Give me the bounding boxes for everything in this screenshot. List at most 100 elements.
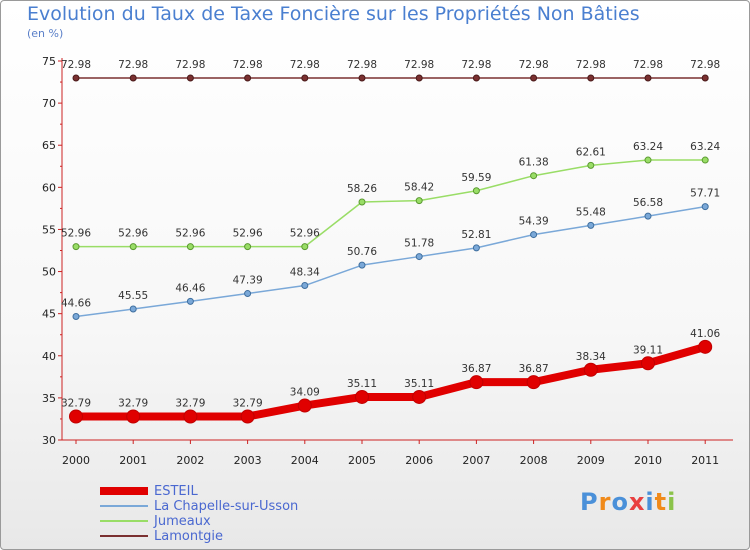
data-point-1 (129, 305, 137, 313)
data-point-2 (129, 243, 137, 251)
data-point-2 (72, 243, 80, 251)
data-point-1 (587, 221, 595, 229)
y-tick-label: 45 (42, 308, 56, 321)
data-label: 61.38 (519, 157, 549, 169)
data-point-3 (644, 74, 652, 82)
legend-label: La Chapelle-sur-Usson (154, 499, 299, 514)
data-label: 35.11 (347, 378, 377, 390)
data-label: 62.61 (576, 146, 606, 158)
data-label: 46.46 (175, 282, 205, 294)
y-tick-label: 70 (42, 97, 56, 110)
data-label: 72.98 (519, 59, 549, 71)
x-tick-label: 2005 (348, 454, 376, 467)
series-line-1 (75, 205, 706, 318)
x-tick-label: 2003 (234, 454, 262, 467)
data-point-1 (701, 203, 709, 211)
data-label: 35.11 (404, 378, 434, 390)
data-label: 41.06 (690, 328, 720, 340)
data-point-1 (301, 282, 309, 290)
legend-label: Lamontgie (154, 529, 224, 544)
data-point-2 (358, 198, 366, 206)
data-label: 32.79 (118, 398, 148, 410)
x-tick-label: 2000 (62, 454, 90, 467)
data-label: 36.87 (461, 363, 491, 375)
data-label: 34.09 (290, 387, 320, 399)
data-point-0 (526, 375, 541, 390)
data-point-0 (240, 409, 255, 424)
legend-swatch (100, 535, 148, 537)
proxiti-logo: Proxiti (580, 488, 676, 516)
data-point-3 (415, 74, 423, 82)
y-tick-label: 65 (42, 139, 56, 152)
data-label: 58.42 (404, 182, 434, 194)
y-tick-label: 50 (42, 266, 56, 279)
series-line-2 (76, 159, 706, 248)
data-label: 58.26 (347, 183, 377, 195)
data-point-3 (129, 74, 137, 82)
data-label: 72.98 (633, 59, 663, 71)
data-point-0 (412, 389, 427, 404)
data-label: 72.98 (61, 59, 91, 71)
data-point-2 (415, 197, 423, 205)
data-point-3 (301, 74, 309, 82)
y-tick-label: 35 (42, 392, 56, 405)
x-tick-label: 2004 (291, 454, 319, 467)
data-point-1 (644, 212, 652, 220)
legend-swatch (100, 487, 148, 495)
data-point-0 (583, 362, 598, 377)
data-label: 51.78 (404, 238, 434, 250)
logo-letter: P (580, 488, 599, 516)
data-label: 38.34 (576, 351, 606, 363)
data-label: 54.39 (519, 216, 549, 228)
data-label: 52.81 (461, 229, 491, 241)
data-label: 52.96 (175, 228, 205, 240)
x-tick-label: 2002 (176, 454, 204, 467)
data-label: 50.76 (347, 246, 377, 258)
data-label: 52.96 (233, 228, 263, 240)
x-tick-label: 2009 (577, 454, 605, 467)
data-point-3 (472, 74, 480, 82)
legend-swatch (100, 520, 148, 522)
data-point-2 (301, 243, 309, 251)
data-label: 63.24 (633, 141, 663, 153)
data-point-0 (641, 356, 655, 371)
data-point-1 (72, 313, 80, 321)
chart-axes: 30 35 40 45 50 55 60 65 70 75 2000 2001 2002 2003 2004… (42, 55, 733, 467)
data-point-3 (358, 74, 366, 82)
data-label: 36.87 (519, 363, 549, 375)
data-point-0 (355, 389, 369, 404)
data-point-0 (126, 409, 141, 424)
data-label: 52.96 (61, 228, 91, 240)
chart-unit-label: (en %) (27, 27, 64, 40)
data-point-2 (701, 156, 709, 164)
data-point-1 (472, 244, 480, 252)
legend-label: Jumeaux (154, 514, 211, 529)
chart-title: Evolution du Taux de Taxe Foncière sur l… (27, 3, 640, 25)
logo-letter: o (611, 488, 629, 516)
x-tick-label: 2008 (520, 454, 548, 467)
data-point-1 (358, 261, 366, 269)
data-label: 55.48 (576, 206, 606, 218)
y-tick-label: 40 (42, 350, 56, 363)
y-tick-label: 55 (42, 223, 56, 236)
data-point-1 (186, 297, 194, 305)
logo-letter: t (654, 488, 668, 516)
legend-swatch (100, 505, 148, 507)
logo-letter: i (645, 488, 655, 516)
data-label: 32.79 (61, 398, 91, 410)
data-point-3 (587, 74, 595, 82)
data-point-3 (72, 74, 80, 82)
data-label: 47.39 (233, 275, 263, 287)
x-tick-label: 2011 (691, 454, 719, 467)
x-tick-label: 2006 (405, 454, 433, 467)
logo-letter: x (628, 488, 646, 516)
data-label: 72.98 (404, 59, 434, 71)
data-label: 52.96 (290, 228, 320, 240)
series-layer (69, 74, 713, 424)
data-point-3 (244, 74, 252, 82)
legend-label: ESTEIL (154, 484, 198, 499)
data-labels-layer: 32.79 32.79 32.79 32.79 34.09 35.11 35.11 36.87… (61, 59, 721, 409)
data-point-2 (644, 156, 652, 164)
x-tick-label: 2007 (462, 454, 490, 467)
